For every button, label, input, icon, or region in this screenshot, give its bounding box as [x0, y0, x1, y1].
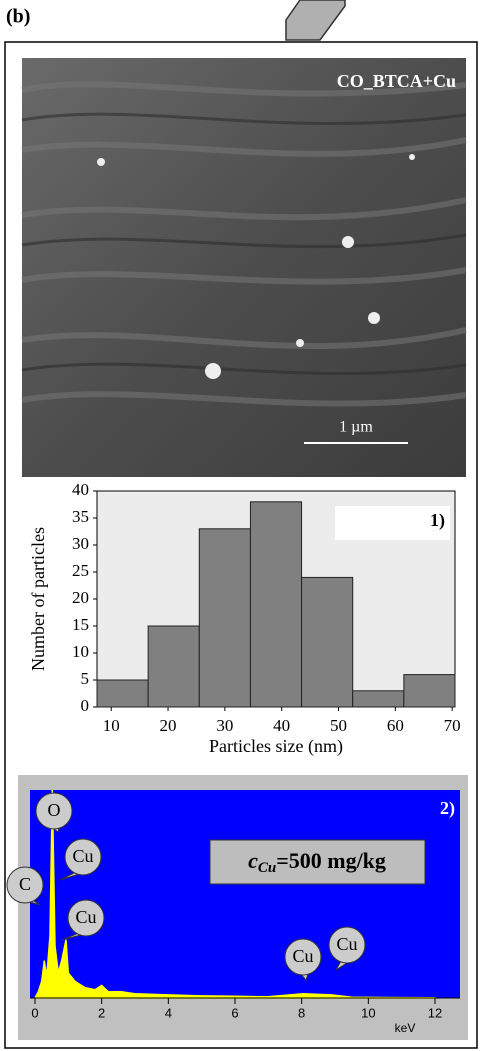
bar — [198, 528, 251, 708]
histogram: 1) 0 5 10 15 20 25 30 35 40 10 20 30 40 50 60 70 Particle… — [28, 480, 461, 757]
arrow — [285, 0, 346, 41]
peak-label: Cu — [75, 907, 96, 927]
bar — [403, 674, 456, 708]
y-tick-label: 20 — [72, 588, 89, 607]
x-tick-label: 2 — [98, 1005, 105, 1020]
annotation: 1) — [430, 510, 445, 531]
callout — [328, 926, 366, 964]
peak-label: Cu — [336, 934, 357, 954]
y-tick-label: 0 — [81, 696, 90, 715]
bar — [249, 501, 303, 708]
x-tick-label: 0 — [31, 1005, 38, 1020]
y-tick-label: 10 — [72, 642, 89, 661]
annotation-box — [335, 506, 450, 540]
callout — [67, 899, 105, 937]
sem-image — [21, 58, 467, 477]
callout — [6, 866, 44, 904]
y-axis-title: Number of particles — [28, 527, 48, 671]
x-tick-label: 40 — [273, 716, 290, 735]
spectrum — [33, 789, 436, 999]
x-tick-label: 12 — [428, 1005, 442, 1020]
concentration-label: cCu=500 mg/kg — [248, 848, 386, 876]
bar — [96, 679, 149, 708]
scale-bar-label: 1 µm — [339, 419, 373, 436]
plot-area — [30, 790, 460, 998]
y-tick-label: 40 — [72, 480, 89, 499]
annotation: 2) — [440, 798, 455, 819]
subscript: Cu — [258, 860, 276, 876]
panel-frame — [4, 41, 478, 1049]
x-tick-label: 8 — [298, 1005, 305, 1020]
bar — [147, 625, 200, 708]
y-tick-label: 30 — [72, 534, 89, 553]
y-tick-label: 25 — [72, 561, 89, 580]
bar — [301, 576, 354, 708]
bar — [352, 690, 405, 708]
x-tick-label: 60 — [387, 716, 404, 735]
callout — [35, 792, 73, 830]
symbol: c — [248, 848, 258, 873]
x-tick-label: 6 — [231, 1005, 238, 1020]
x-tick-label: 4 — [165, 1005, 172, 1020]
x-tick-label: 10 — [103, 716, 120, 735]
image-label: CO_BTCA+Cu — [337, 71, 456, 91]
concentration-box — [209, 839, 426, 885]
peak-label: O — [48, 800, 61, 820]
x-tick-label: 30 — [216, 716, 233, 735]
x-tick-label: 50 — [330, 716, 347, 735]
x-tick-label: 20 — [160, 716, 177, 735]
x-tick-label: 70 — [444, 716, 461, 735]
peak-label: Cu — [72, 846, 93, 866]
text: =500 mg/kg — [276, 848, 386, 873]
x-axis-title: Particles size (nm) — [209, 736, 343, 757]
x-tick-label: 10 — [361, 1005, 375, 1020]
callout — [284, 938, 322, 976]
y-tick-label: 5 — [81, 669, 90, 688]
peak-label: C — [19, 874, 31, 894]
callout — [64, 838, 102, 876]
y-tick-label: 35 — [72, 507, 89, 526]
peak-label: Cu — [292, 946, 313, 966]
panel-label: (b) — [6, 6, 30, 28]
y-tick-label: 15 — [72, 615, 89, 634]
x-axis-title: keV — [395, 1021, 416, 1035]
